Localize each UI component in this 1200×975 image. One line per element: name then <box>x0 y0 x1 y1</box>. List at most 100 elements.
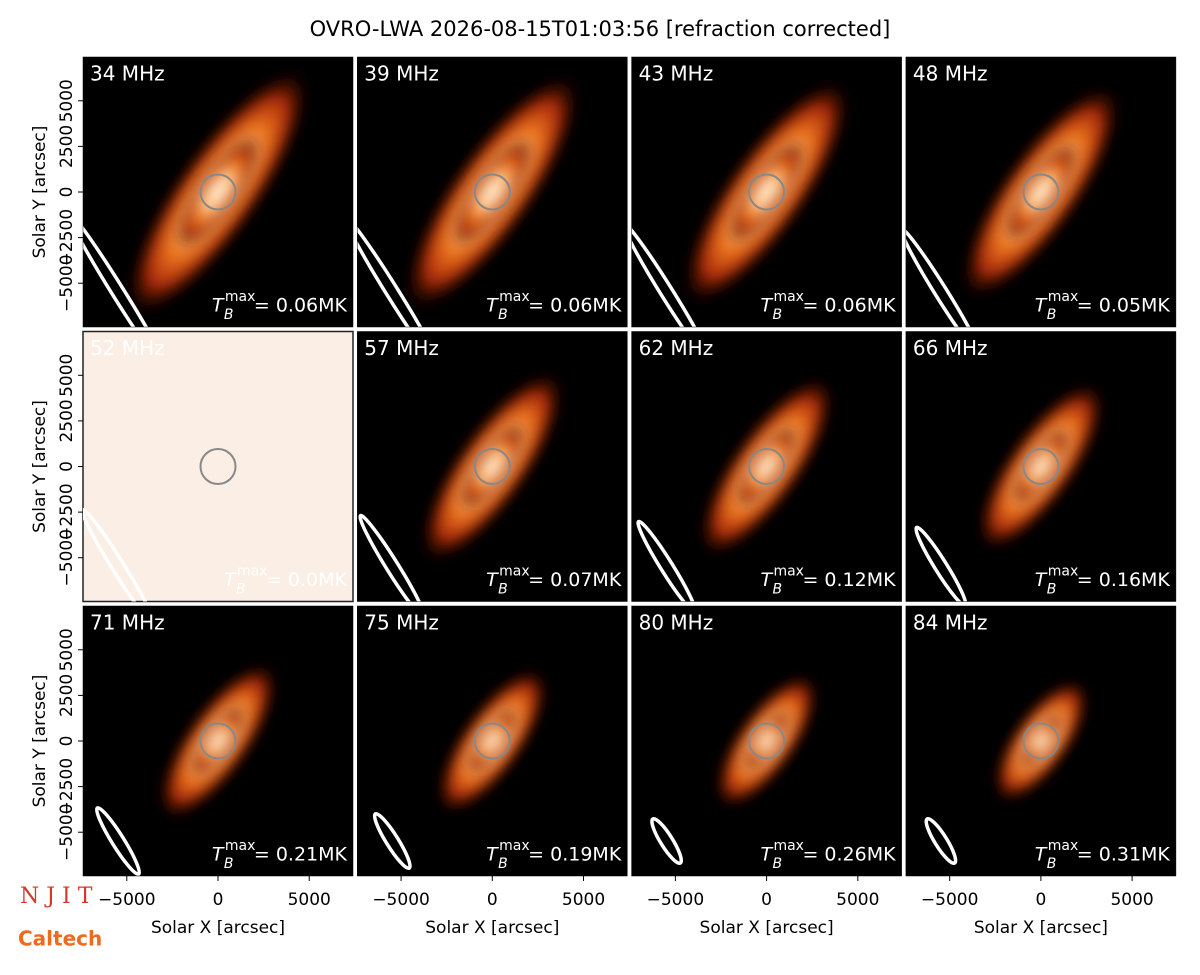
tmax-label: = 0.05MK <box>1077 295 1171 317</box>
emission-core <box>734 425 799 508</box>
tmax-symbol: T <box>486 295 499 317</box>
frequency-label: 62 MHz <box>639 336 714 360</box>
y-tick-label: 2500 <box>57 399 77 442</box>
y-tick-label: −5000 <box>57 254 77 312</box>
x-tick-label: 5000 <box>1110 890 1153 910</box>
frequency-label: 43 MHz <box>639 62 714 86</box>
emission-core <box>465 707 519 775</box>
y-axis-label: Solar Y [arcsec] <box>30 675 50 808</box>
tmax-symbol: T <box>486 569 499 591</box>
image <box>94 661 279 876</box>
tmax-subscript: B <box>498 582 508 598</box>
tmax-subscript: B <box>772 307 782 323</box>
beam <box>914 525 968 602</box>
solar-limb <box>473 173 511 211</box>
x-tick-label: −5000 <box>921 890 979 910</box>
solar-limb <box>473 448 511 485</box>
y-tick-label: 5000 <box>57 79 77 122</box>
solar-limb <box>1022 173 1060 211</box>
solar-limb <box>199 448 237 485</box>
image-background <box>82 330 354 603</box>
x-axis-label: Solar X [arcsec] <box>700 918 834 938</box>
emission-core <box>189 704 247 778</box>
emission-core <box>1010 427 1072 506</box>
y-tick-label: 5000 <box>57 628 77 671</box>
y-tick-label: −2500 <box>57 483 77 541</box>
tmax-symbol: T <box>1035 295 1048 317</box>
y-tick-label: 0 <box>57 461 77 472</box>
tmax-subscript: B <box>772 856 782 872</box>
x-tick-label: 5000 <box>562 890 605 910</box>
solar-limb <box>473 722 511 760</box>
x-tick-label: 5000 <box>836 890 879 910</box>
solar-limb <box>199 173 237 211</box>
image <box>83 448 237 602</box>
beam <box>631 221 712 327</box>
tmax-label: = 0.31MK <box>1077 844 1171 866</box>
tmax-superscript: max <box>773 564 804 580</box>
tmax-label: = 0.21MK <box>254 844 348 866</box>
x-tick-label: −5000 <box>647 890 705 910</box>
panel-frame <box>631 331 902 602</box>
tmax-subscript: B <box>1047 582 1057 598</box>
tmax-superscript: max <box>499 838 530 854</box>
panel-frame <box>631 56 902 328</box>
emission-core <box>741 710 792 772</box>
tmax-superscript: max <box>773 838 804 854</box>
emission-core <box>451 137 534 247</box>
image <box>631 78 852 327</box>
beam <box>83 507 156 602</box>
beam <box>83 209 171 327</box>
image <box>636 375 835 602</box>
x-tick-label: 0 <box>213 890 224 910</box>
beam <box>924 816 958 866</box>
solar-limb <box>1022 448 1060 485</box>
tmax-subscript: B <box>236 582 246 598</box>
panel-frame <box>357 331 628 602</box>
tmax-symbol: T <box>1035 569 1048 591</box>
x-tick-label: 0 <box>761 890 772 910</box>
y-tick-label: −2500 <box>57 209 77 267</box>
image <box>372 667 549 871</box>
tmax-superscript: max <box>225 838 256 854</box>
tmax-symbol: T <box>760 569 773 591</box>
frequency-label: 84 MHz <box>913 611 988 635</box>
x-tick-label: −5000 <box>372 890 430 910</box>
tmax-superscript: max <box>1048 838 1079 854</box>
tmax-superscript: max <box>225 289 256 305</box>
tmax-subscript: B <box>224 856 234 872</box>
tmax-symbol: T <box>224 569 237 591</box>
panel-frame <box>357 56 628 328</box>
tmax-label: = 0.07MK <box>528 569 622 591</box>
tmax-symbol: T <box>212 295 225 317</box>
frequency-label: 71 MHz <box>90 611 165 635</box>
tmax-symbol: T <box>760 844 773 866</box>
tmax-label: = 0.06MK <box>802 295 896 317</box>
panel-frame <box>905 331 1177 602</box>
image <box>357 72 581 327</box>
logo-caltech: Caltech <box>18 927 102 951</box>
beam <box>905 227 983 327</box>
tmax-subscript: B <box>772 582 782 598</box>
x-axis-label: Solar X [arcsec] <box>974 918 1108 938</box>
emission-core <box>1003 142 1079 242</box>
emission-core <box>174 135 262 249</box>
image <box>905 84 1122 327</box>
y-tick-label: 0 <box>57 187 77 198</box>
image <box>358 370 565 602</box>
image <box>83 66 311 327</box>
tmax-subscript: B <box>1047 307 1057 323</box>
tmax-symbol: T <box>212 844 225 866</box>
tmax-superscript: max <box>1048 564 1079 580</box>
image <box>924 678 1089 866</box>
